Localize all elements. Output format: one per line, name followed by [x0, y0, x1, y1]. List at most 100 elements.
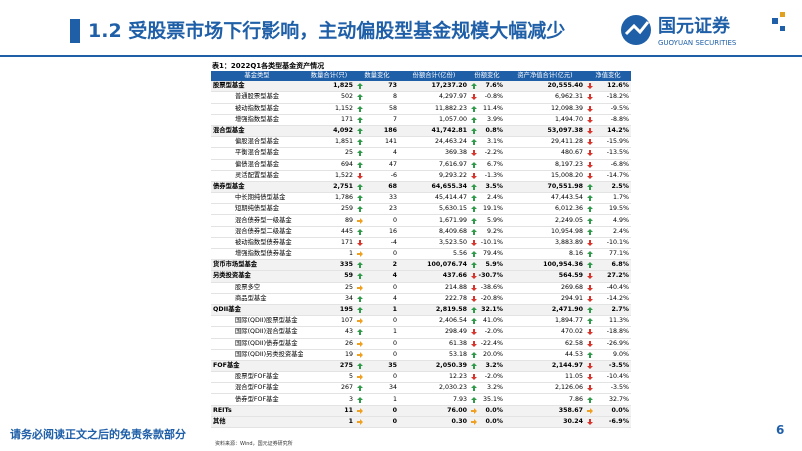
trend-arrow: [471, 351, 477, 358]
table-cell: 8: [355, 91, 399, 104]
trend-arrow: [587, 273, 593, 280]
table-cell: 4,297.97: [399, 91, 469, 104]
table-cell: -30.7%: [469, 270, 505, 283]
table-cell: 5,630.15: [399, 203, 469, 216]
logo-cn: 国元证券: [658, 15, 731, 37]
table-cell: 2,819.58: [399, 304, 469, 317]
table-row: 其他 1 0 0.30 0.0% 30.24 -6.9%: [211, 416, 631, 429]
table-cell: 4,092: [303, 125, 355, 138]
trend-arrow: [471, 206, 477, 213]
trend-arrow: [357, 139, 363, 146]
table-cell: 16: [355, 226, 399, 238]
trend-arrow: [357, 362, 363, 369]
trend-arrow: [587, 340, 593, 347]
trend-arrow: [471, 407, 477, 414]
trend-arrow: [357, 262, 363, 269]
table-cell: 商品型基金: [211, 293, 303, 305]
table-cell: 294.91: [505, 293, 585, 305]
table-cell: 被动指数型债券基金: [211, 237, 303, 250]
table-cell: 2.5%: [585, 181, 631, 194]
table-cell: 11: [303, 405, 355, 417]
table-row: 混合型FOF基金 267 34 2,030.23 3.2% 2,126.06 -3.5%: [211, 382, 631, 395]
table-cell: -6.9%: [585, 416, 631, 429]
table-cell: 4.9%: [585, 214, 631, 227]
trend-arrow: [587, 206, 593, 213]
table-cell: 0.0%: [585, 405, 631, 417]
table-cell: 债券型FOF基金: [211, 393, 303, 406]
table-cell: -26.9%: [585, 338, 631, 350]
table-cell: 59: [303, 270, 355, 283]
table-row: 被动指数型基金 1,152 58 11,882.23 11.4% 12,098.39 -9.…: [211, 103, 631, 115]
table-cell: -9.5%: [585, 103, 631, 115]
trend-arrow: [357, 307, 363, 314]
table-cell: 19.1%: [469, 203, 505, 216]
disclaimer: 请务必阅读正文之后的免责条款部分: [10, 428, 186, 441]
table-row: 股票多空 25 0 214.88 -38.6% 269.68 -40.4%: [211, 282, 631, 294]
table-cell: 437.66: [399, 270, 469, 283]
trend-arrow: [471, 94, 477, 101]
table-cell: -0.8%: [469, 91, 505, 104]
trend-arrow: [587, 374, 593, 381]
table-cell: 9.2%: [469, 226, 505, 238]
table-cell: 73: [355, 81, 399, 93]
table-cell: 3.1%: [469, 136, 505, 149]
trend-arrow: [357, 329, 363, 336]
table-cell: 564.59: [505, 270, 585, 283]
trend-arrow: [357, 150, 363, 157]
table-cell: 11,882.23: [399, 103, 469, 115]
trend-arrow: [357, 374, 363, 381]
trend-arrow: [587, 239, 593, 246]
table-cell: 灵活配置型基金: [211, 170, 303, 182]
trend-arrow: [357, 206, 363, 213]
table-cell: 3,523.50: [399, 237, 469, 250]
table-cell: 国际(QDII)股票型基金: [211, 315, 303, 328]
trend-arrow: [587, 105, 593, 112]
trend-arrow: [357, 340, 363, 347]
trend-arrow: [587, 362, 593, 369]
table-cell: 1,522: [303, 170, 355, 182]
table-row: 国际(QDII)另类投资基金 19 0 53.18 20.0% 44.53 9.0%: [211, 349, 631, 361]
table-cell: -6.8%: [585, 159, 631, 171]
table-cell: -2.0%: [469, 371, 505, 384]
trend-arrow: [357, 183, 363, 190]
table-cell: -38.6%: [469, 282, 505, 294]
table-row: 偏债混合型基金 694 47 7,616.97 6.7% 8,197.23 -6.8%: [211, 159, 631, 171]
table-row: 平衡混合型基金 25 4 369.38 -2.2% 480.67 -13.5%: [211, 147, 631, 160]
column-header: 份额变化: [469, 71, 505, 82]
trend-arrow: [471, 295, 477, 302]
trend-arrow: [587, 396, 593, 403]
table-cell: 470.02: [505, 326, 585, 339]
trend-arrow: [587, 128, 593, 135]
table-cell: 其他: [211, 416, 303, 429]
table-cell: 偏股混合型基金: [211, 136, 303, 149]
table-cell: 增强指数型债券基金: [211, 248, 303, 261]
table-cell: 77.1%: [585, 248, 631, 261]
table-cell: 2,030.23: [399, 382, 469, 395]
trend-arrow: [471, 161, 477, 168]
table-cell: 0: [355, 248, 399, 261]
table-cell: 7.86: [505, 393, 585, 406]
trend-arrow: [587, 150, 593, 157]
table-cell: REITs: [211, 405, 303, 417]
table-cell: 1,851: [303, 136, 355, 149]
trend-arrow: [357, 105, 363, 112]
column-header: 份额合计(亿份): [399, 71, 469, 82]
table-cell: 34: [355, 382, 399, 395]
table-cell: 19.5%: [585, 203, 631, 216]
table-cell: FOF基金: [211, 360, 303, 373]
table-cell: -2.2%: [469, 147, 505, 160]
trend-arrow: [357, 295, 363, 302]
trend-arrow: [357, 94, 363, 101]
trend-arrow: [587, 172, 593, 179]
table-cell: -14.7%: [585, 170, 631, 182]
trend-arrow: [471, 217, 477, 224]
table-row: 货币市场型基金 335 2 100,076.74 5.9% 100,954.36 6.8%: [211, 259, 631, 272]
table-cell: -8.8%: [585, 114, 631, 126]
table-cell: 6,012.36: [505, 203, 585, 216]
table-cell: 171: [303, 114, 355, 126]
table-cell: 1: [355, 393, 399, 406]
table-row: 增强指数型基金 171 7 1,057.00 3.9% 1,494.70 -8.8%: [211, 114, 631, 126]
table-cell: 0.30: [399, 416, 469, 429]
table-cell: 267: [303, 382, 355, 395]
trend-arrow: [587, 83, 593, 90]
